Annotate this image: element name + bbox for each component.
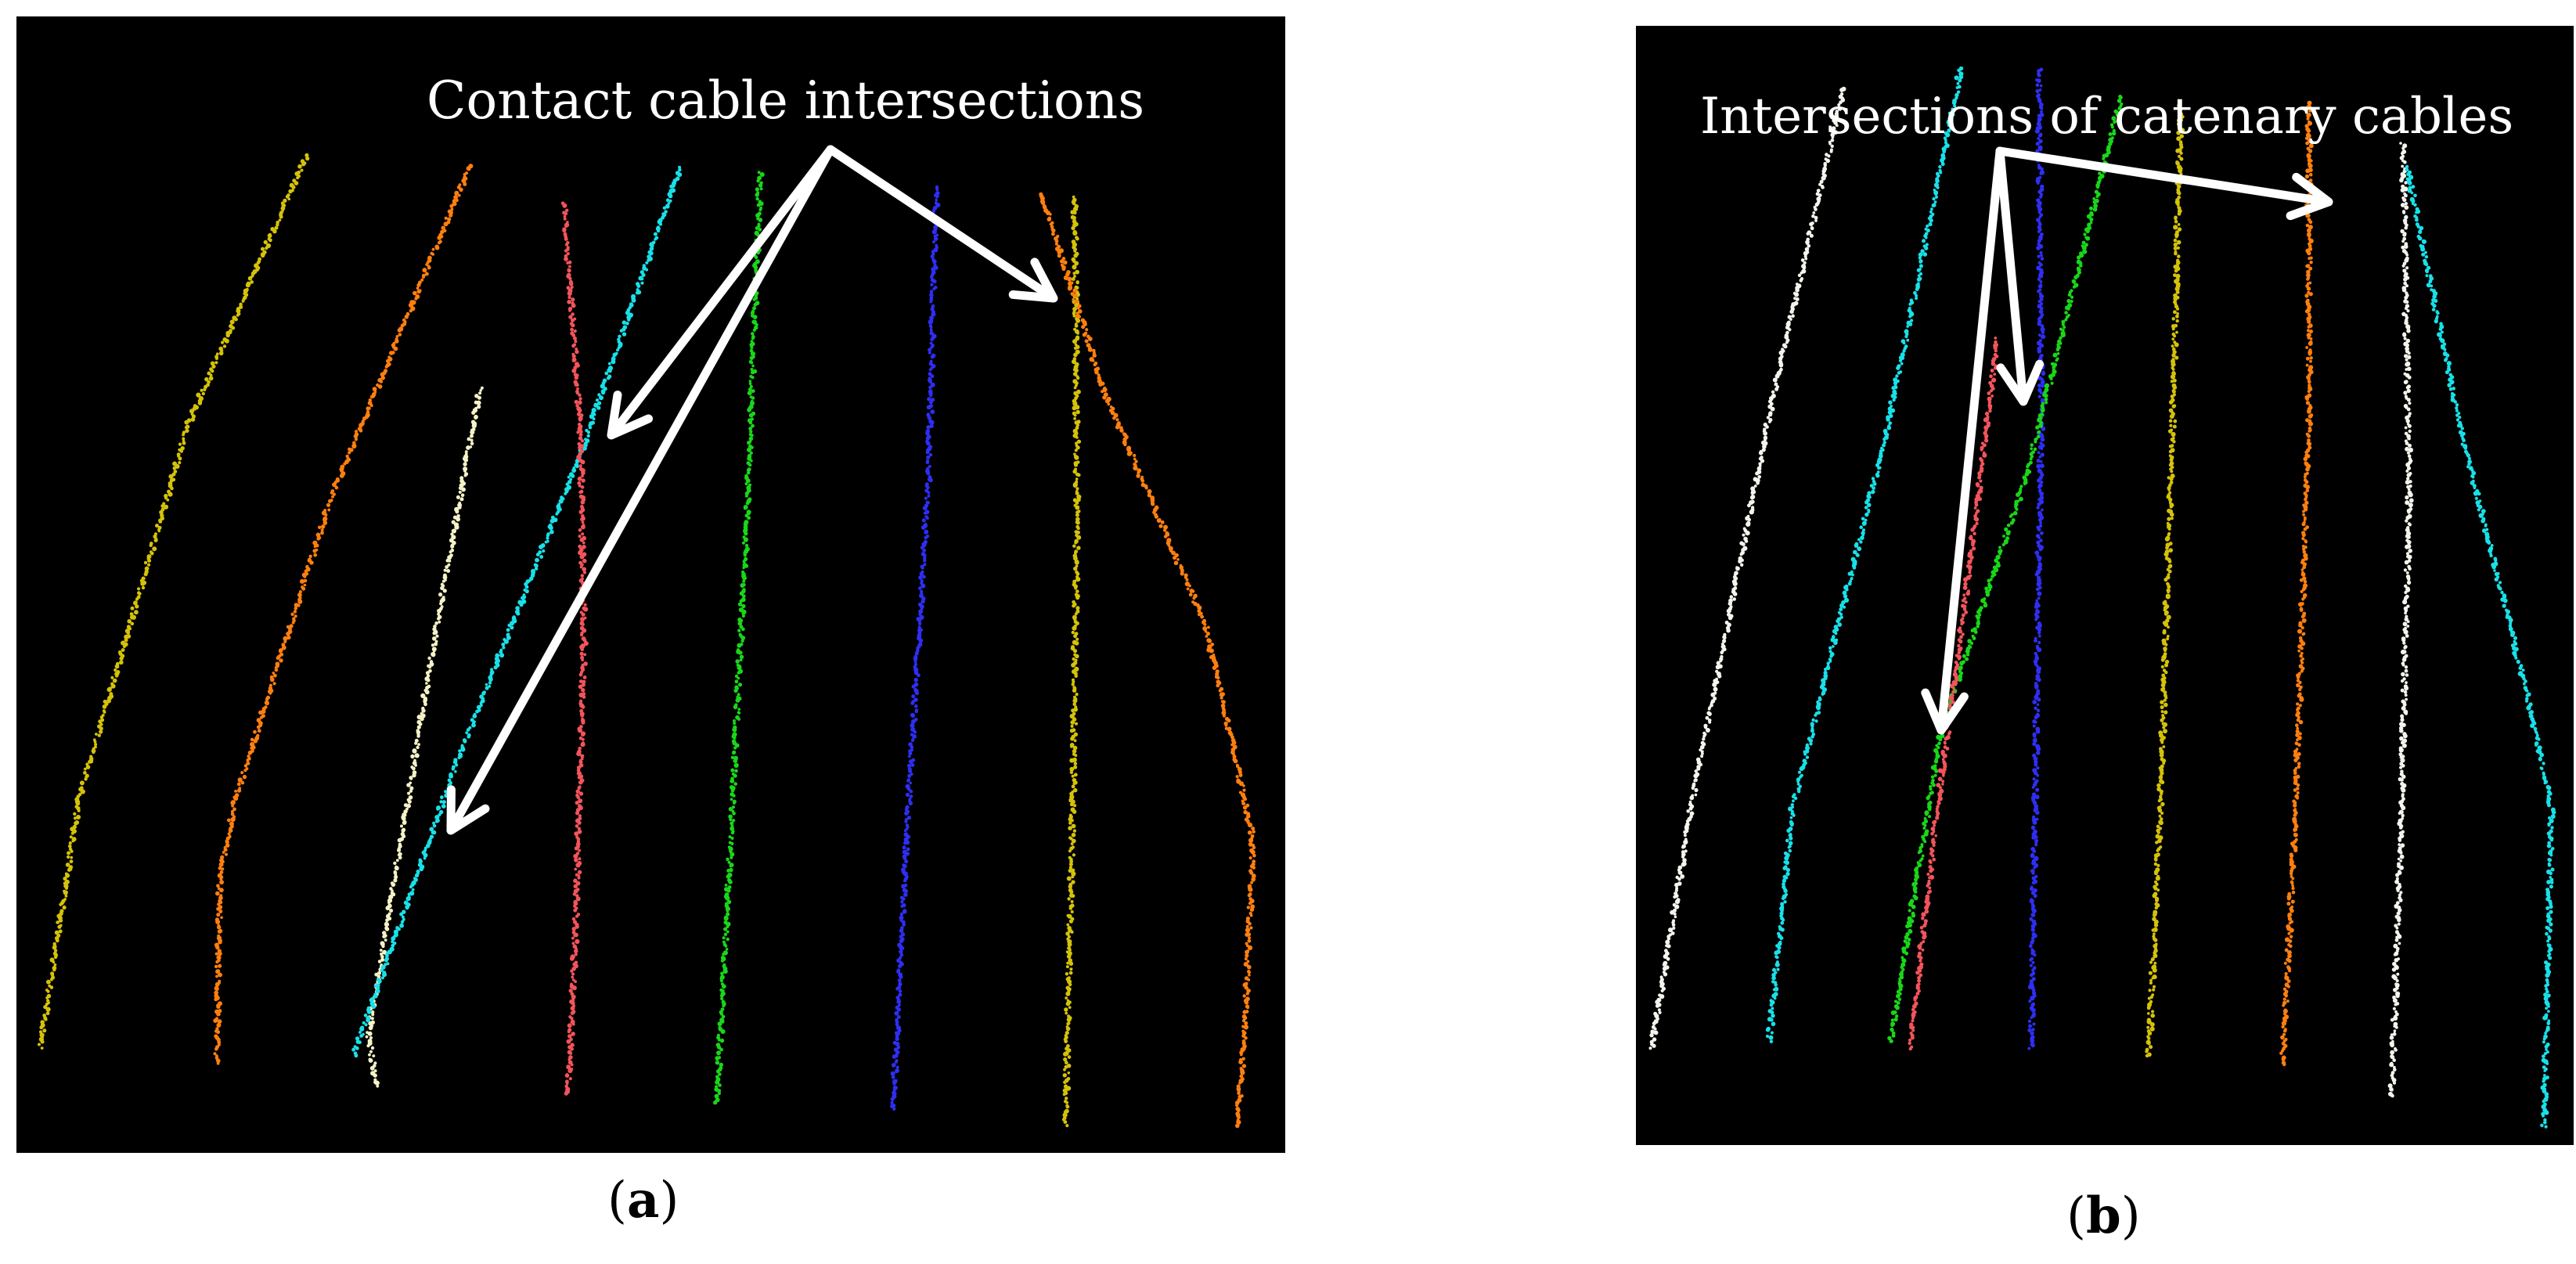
cable-orange-right-a xyxy=(1039,192,1256,1129)
cable-green-a xyxy=(713,171,765,1105)
cable-point-cloud-b xyxy=(1648,66,2556,1129)
caption-b-letter: b xyxy=(2085,1187,2121,1245)
caption-a-letter: a xyxy=(626,1171,660,1230)
arrow-a-middle xyxy=(607,145,835,440)
arrow-b-right xyxy=(1995,146,2333,221)
arrow-a-right xyxy=(826,145,1058,303)
panel-caption-a: (a) xyxy=(607,1176,679,1226)
caption-b-close: ) xyxy=(2120,1187,2141,1245)
cable-yellow-a xyxy=(38,153,310,1050)
cable-yellow-b xyxy=(2145,102,2185,1058)
caption-a-close: ) xyxy=(659,1172,679,1230)
cable-white-right-b xyxy=(2387,142,2414,1098)
cable-cyan-left-b xyxy=(1765,66,1964,1044)
cable-orange-left-a xyxy=(213,164,474,1065)
cable-white-left-b xyxy=(1648,86,1846,1050)
cable-yellow-right-a xyxy=(1061,195,1082,1128)
arrow-b-middle xyxy=(1995,146,2045,406)
annotation-contact-cable-intersections: Contact cable intersections xyxy=(427,70,1145,131)
cable-cream-a xyxy=(365,386,484,1088)
arrow-b-left xyxy=(1921,146,2005,735)
annotation-catenary-intersections: Intersections of catenary cables xyxy=(1700,88,2514,146)
point-cloud-panel-b: Intersections of catenary cables xyxy=(1636,26,2574,1145)
cable-red-a xyxy=(560,201,589,1096)
cable-cyan-right-b xyxy=(2405,164,2556,1129)
point-cloud-panel-a: Contact cable intersections xyxy=(16,16,1285,1153)
caption-b-open: ( xyxy=(2066,1187,2086,1245)
cable-red-b xyxy=(1908,337,1999,1051)
cable-cyan-a xyxy=(351,165,683,1058)
cable-green-b xyxy=(1887,95,2124,1043)
arrow-a-left xyxy=(446,145,835,835)
cable-orange-b xyxy=(2279,100,2314,1067)
cable-blue-a xyxy=(890,185,941,1111)
cable-blue-b xyxy=(2027,67,2046,1050)
panel-caption-b: (b) xyxy=(2066,1191,2141,1242)
cable-point-cloud-a xyxy=(38,145,1256,1129)
caption-a-open: ( xyxy=(607,1172,627,1230)
